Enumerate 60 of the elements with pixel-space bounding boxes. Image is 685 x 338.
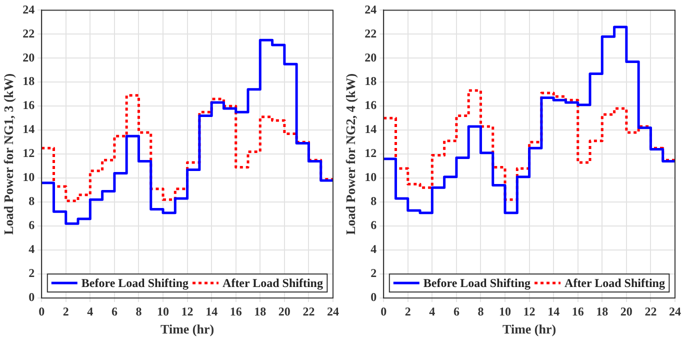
y-tick-label: 6: [28, 218, 35, 232]
x-tick-label: 2: [404, 304, 411, 318]
x-tick-label: 6: [111, 304, 118, 318]
x-tick-label: 20: [620, 304, 632, 318]
x-tick-label: 8: [136, 304, 142, 318]
x-tick-label: 12: [523, 304, 536, 318]
y-tick-label: 14: [364, 122, 377, 136]
x-tick-label: 20: [278, 304, 290, 318]
y-tick-label: 0: [28, 290, 35, 304]
y-tick-label: 12: [22, 146, 35, 160]
x-axis-title: Time (hr): [160, 322, 214, 337]
y-tick-label: 22: [22, 26, 35, 40]
y-tick-label: 22: [364, 26, 377, 40]
x-tick-label: 0: [38, 304, 45, 318]
x-tick-label: 14: [548, 304, 560, 318]
x-tick-label: 18: [596, 304, 608, 318]
x-tick-label: 4: [429, 304, 436, 318]
y-tick-label: 8: [370, 194, 377, 208]
y-axis-title: Load Power for NG1, 3 (kW): [1, 73, 16, 235]
y-tick-label: 24: [364, 2, 377, 16]
x-axis-title: Time (hr): [502, 322, 556, 337]
y-tick-label: 14: [22, 122, 35, 136]
y-tick-label: 16: [364, 98, 377, 112]
legend-label: After Load Shifting: [564, 276, 665, 290]
y-tick-label: 6: [370, 218, 377, 232]
legend-label: After Load Shifting: [222, 276, 323, 290]
legend-label: Before Load Shifting: [81, 276, 189, 290]
y-tick-label: 12: [364, 146, 377, 160]
x-tick-label: 10: [157, 304, 170, 318]
y-tick-label: 2: [370, 266, 377, 280]
x-tick-label: 16: [230, 304, 242, 318]
x-tick-label: 10: [499, 304, 512, 318]
x-tick-label: 4: [87, 304, 94, 318]
x-tick-label: 8: [478, 304, 484, 318]
x-tick-label: 2: [62, 304, 69, 318]
x-tick-label: 22: [302, 304, 315, 318]
y-tick-label: 24: [22, 2, 35, 16]
y-tick-label: 18: [364, 74, 377, 88]
x-tick-label: 6: [453, 304, 460, 318]
y-tick-label: 10: [364, 170, 377, 184]
y-tick-label: 4: [28, 242, 35, 256]
x-tick-label: 24: [327, 304, 339, 318]
x-tick-label: 12: [181, 304, 194, 318]
y-tick-label: 18: [22, 74, 35, 88]
legend-label: Before Load Shifting: [423, 276, 531, 290]
x-tick-label: 0: [380, 304, 387, 318]
y-tick-label: 20: [22, 50, 35, 64]
x-tick-label: 18: [254, 304, 266, 318]
y-axis-title: Load Power for NG2, 4 (kW): [343, 73, 358, 235]
y-tick-label: 10: [22, 170, 35, 184]
x-tick-label: 24: [669, 304, 681, 318]
y-tick-label: 16: [22, 98, 35, 112]
y-tick-label: 4: [370, 242, 377, 256]
y-tick-label: 20: [364, 50, 377, 64]
x-tick-label: 16: [572, 304, 584, 318]
x-tick-label: 22: [644, 304, 657, 318]
y-tick-label: 0: [370, 290, 377, 304]
x-tick-label: 14: [206, 304, 218, 318]
y-tick-label: 8: [28, 194, 35, 208]
y-tick-label: 2: [28, 266, 35, 280]
